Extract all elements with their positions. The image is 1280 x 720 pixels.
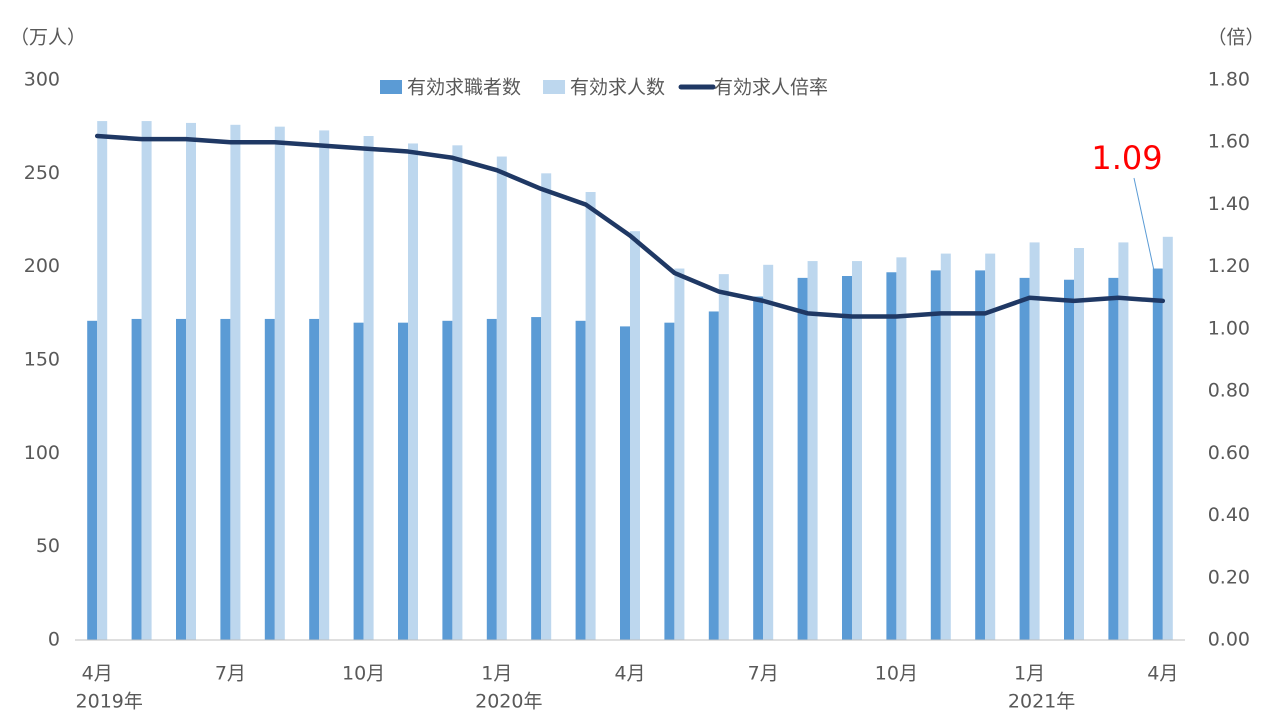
- bar: [664, 322, 675, 640]
- annotation: 1.09: [1091, 139, 1162, 177]
- y-tick-label: 200: [24, 255, 60, 277]
- bar: [708, 311, 719, 640]
- bar: [753, 296, 764, 640]
- legend-label: 有効求人倍率: [714, 77, 828, 99]
- bar: [575, 320, 586, 640]
- bar: [531, 317, 542, 640]
- bar: [940, 253, 951, 640]
- bar: [442, 320, 453, 640]
- line-series: [94, 133, 1166, 319]
- bar: [186, 122, 196, 640]
- bar: [1108, 277, 1119, 640]
- y2-tick-label: 1.80: [1208, 69, 1250, 91]
- bar: [319, 130, 330, 640]
- bar: [176, 318, 186, 640]
- x-year-label: 2019年: [76, 691, 143, 713]
- bar: [896, 257, 907, 640]
- y2-axis-label: （倍）: [1207, 27, 1264, 49]
- bar: [842, 276, 852, 640]
- annotation-leader: [1133, 177, 1160, 293]
- y-axis-label: （万人）: [10, 27, 86, 49]
- y-tick-label: 100: [24, 442, 60, 464]
- bar: [585, 192, 596, 640]
- bar: [1074, 248, 1084, 640]
- bar: [852, 261, 862, 640]
- bar: [1162, 236, 1173, 641]
- bar: [1152, 268, 1163, 640]
- bar: [797, 277, 808, 640]
- y-tick-label: 250: [24, 162, 60, 184]
- bar: [398, 322, 408, 640]
- bar: [87, 320, 98, 640]
- y2-tick-label: 1.60: [1208, 131, 1250, 153]
- bar: [1019, 277, 1030, 640]
- x-year-label: 2021年: [1008, 691, 1075, 713]
- x-year-label: 2020年: [475, 691, 542, 713]
- bar: [496, 156, 507, 641]
- bar: [1118, 242, 1129, 640]
- y2-tick-label: 0.40: [1208, 504, 1250, 526]
- bar: [807, 261, 818, 640]
- bar: [408, 143, 418, 640]
- y-tick-label: 0: [48, 629, 60, 651]
- bar: [220, 318, 231, 640]
- bar: [131, 318, 142, 640]
- bar: [674, 268, 685, 640]
- legend-swatch: [380, 80, 402, 94]
- y2-tick-label: 0.00: [1208, 629, 1250, 651]
- x-tick-label: 10月: [875, 663, 918, 685]
- y2-tick-label: 0.20: [1208, 566, 1250, 588]
- y2-tick-label: 1.00: [1208, 317, 1250, 339]
- bar: [486, 318, 497, 640]
- bar: [930, 270, 941, 640]
- x-tick-label: 1月: [481, 663, 512, 685]
- bar: [363, 136, 374, 640]
- bar: [452, 145, 463, 641]
- legend-label: 有効求人数: [570, 77, 665, 99]
- bar: [630, 231, 640, 640]
- y-tick-label: 300: [24, 69, 60, 91]
- bar: [97, 121, 108, 641]
- x-tick-label: 7月: [215, 663, 246, 685]
- x-tick-label: 10月: [342, 663, 385, 685]
- x-tick-label: 7月: [748, 663, 779, 685]
- bar: [886, 272, 897, 640]
- bar: [264, 318, 275, 640]
- bar: [274, 126, 285, 640]
- x-tick-label: 4月: [82, 663, 113, 685]
- legend-swatch: [543, 80, 566, 94]
- y2-tick-label: 0.80: [1208, 380, 1250, 402]
- x-tick-label: 4月: [614, 663, 645, 685]
- y2-tick-label: 1.20: [1208, 255, 1250, 277]
- y2-tick-label: 1.40: [1208, 193, 1250, 215]
- bar: [620, 326, 630, 640]
- bar: [975, 270, 986, 640]
- bar: [718, 274, 729, 640]
- y2-tick-label: 0.60: [1208, 442, 1250, 464]
- x-tick-label: 4月: [1147, 663, 1178, 685]
- legend-label: 有効求職者数: [407, 77, 521, 99]
- bar: [1029, 242, 1040, 640]
- bar: [309, 318, 320, 640]
- x-tick-label: 1月: [1014, 663, 1045, 685]
- bar: [541, 173, 552, 641]
- y-tick-label: 150: [24, 349, 60, 371]
- bar: [763, 264, 774, 640]
- bar: [141, 121, 152, 641]
- bar: [353, 322, 364, 640]
- bar: [985, 253, 996, 640]
- y-tick-label: 50: [36, 535, 60, 557]
- bar: [1064, 279, 1074, 640]
- bar: [230, 124, 241, 641]
